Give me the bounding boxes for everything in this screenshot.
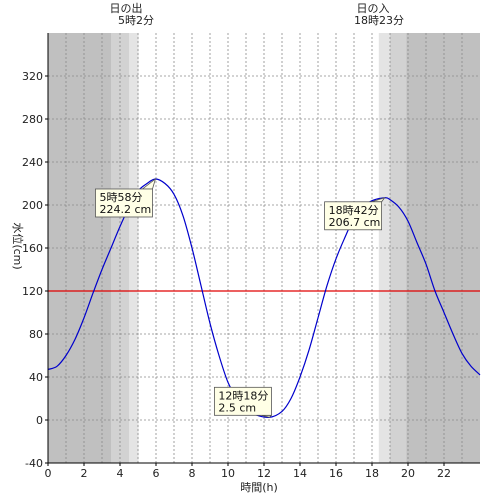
- annotation-level: 2.5 cm: [218, 401, 256, 414]
- sunset-label: 日の入: [357, 2, 390, 15]
- annotation-box: [324, 201, 383, 231]
- y-tick-label: 200: [22, 199, 43, 212]
- y-tick-label: -40: [25, 457, 43, 470]
- x-tick-label: 14: [293, 467, 307, 480]
- x-tick-label: 4: [117, 467, 124, 480]
- y-tick-label: 320: [22, 70, 43, 83]
- x-tick-label: 22: [437, 467, 451, 480]
- night-band-4: [390, 33, 407, 463]
- y-tick-label: 120: [22, 285, 43, 298]
- x-tick-label: 0: [45, 467, 52, 480]
- annotation-time: 12時18分: [218, 389, 268, 402]
- annotation-box: [95, 188, 153, 218]
- x-tick-label: 20: [401, 467, 415, 480]
- series-group: [47, 178, 481, 419]
- series-line-0: [47, 178, 481, 419]
- x-tick-label: 2: [81, 467, 88, 480]
- sunset-time: 18時23分: [354, 14, 404, 27]
- tick-labels: 0 2 4 6 8 10 12 14 16 18 20 22-40040801201602002402…: [22, 70, 451, 480]
- night-band-5: [406, 33, 480, 463]
- x-tick-label: 18: [365, 467, 379, 480]
- annotation-box: [213, 386, 272, 416]
- y-tick-label: 160: [22, 242, 43, 255]
- x-tick-label: 6: [153, 467, 160, 480]
- x-tick-label: 12: [257, 467, 271, 480]
- x-axis-label: 時間(h): [240, 481, 278, 494]
- y-tick-label: 40: [29, 371, 43, 384]
- annotation-time: 18時42分: [329, 204, 379, 217]
- x-tick-label: 16: [329, 467, 343, 480]
- sunrise-label: 日の出: [110, 1, 143, 15]
- y-tick-label: 240: [22, 156, 43, 169]
- y-tick-label: 0: [36, 414, 43, 427]
- annotation-level: 224.2 cm: [99, 203, 151, 216]
- x-tick-label: 10: [221, 467, 235, 480]
- annotation-pointer: [141, 177, 157, 190]
- y-axis-label: 水位(cm): [11, 222, 25, 269]
- annotation-time: 5時58分: [99, 191, 142, 204]
- sunrise-time: 5時2分: [118, 14, 154, 27]
- y-tick-label: 280: [22, 113, 43, 126]
- y-tick-label: 80: [29, 328, 43, 341]
- annotation-level: 206.7 cm: [329, 216, 381, 229]
- x-tick-label: 8: [189, 467, 196, 480]
